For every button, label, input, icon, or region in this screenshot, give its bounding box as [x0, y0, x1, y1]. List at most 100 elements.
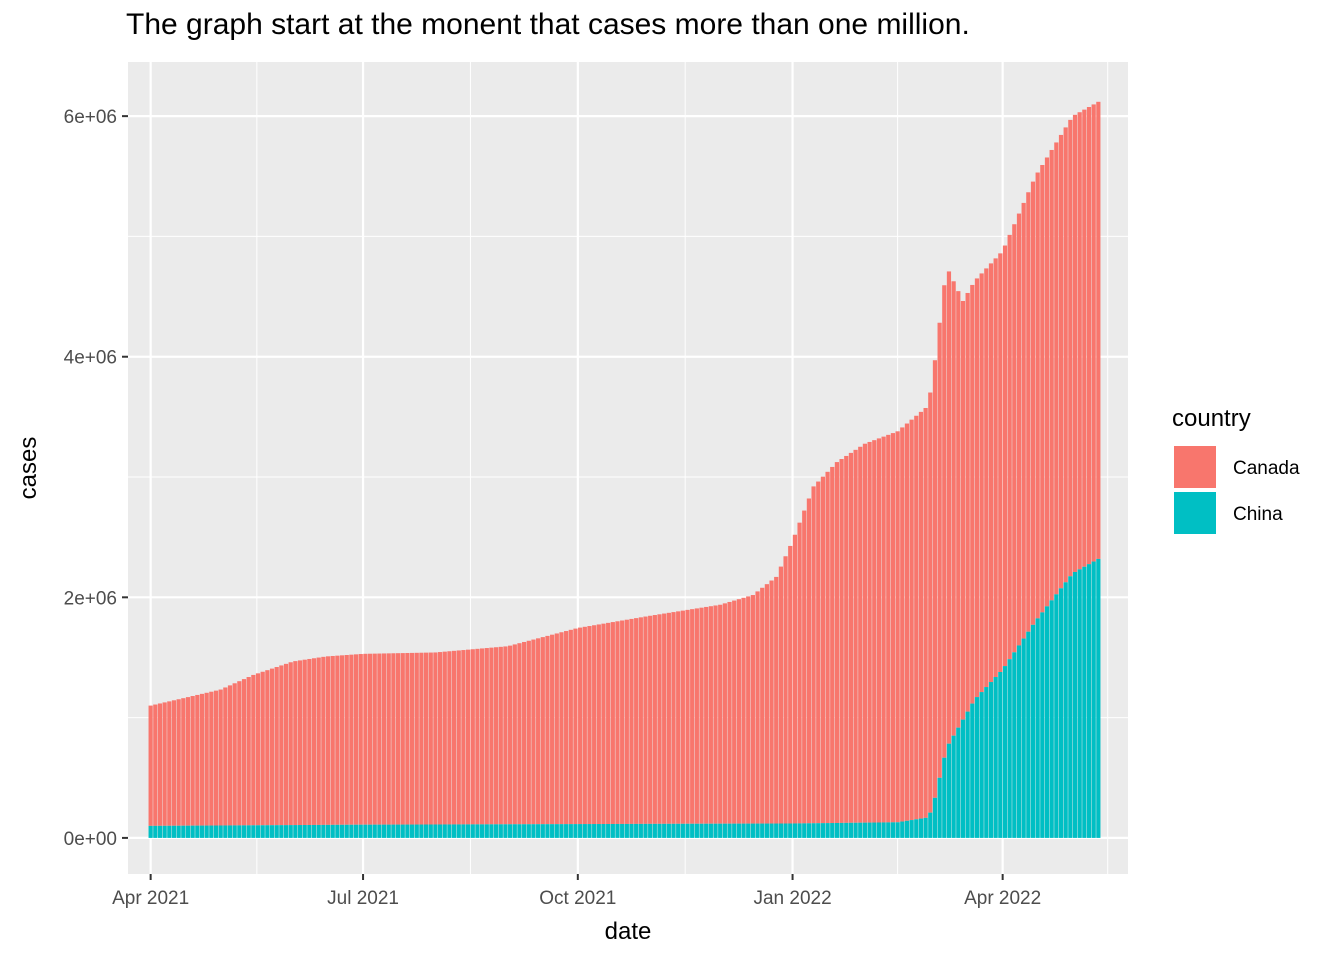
bar-canada — [204, 692, 209, 826]
bar-china — [209, 825, 214, 838]
bar-china — [171, 825, 177, 838]
bar-china — [480, 824, 485, 838]
bar-canada — [820, 476, 826, 824]
bar-canada — [503, 646, 508, 825]
chart-title: The graph start at the monent that cases… — [126, 8, 970, 41]
bar-china — [951, 735, 956, 838]
bar-canada — [195, 694, 200, 826]
bar-canada — [1035, 172, 1040, 619]
bar-canada — [447, 651, 452, 825]
bar-china — [274, 825, 279, 838]
bar-canada — [797, 522, 802, 824]
bar-canada — [223, 687, 228, 826]
bar-china — [536, 824, 541, 838]
bar-china — [353, 824, 359, 838]
bar-china — [1026, 631, 1031, 838]
x-tick-label: Apr 2022 — [964, 888, 1041, 909]
bar-canada — [1012, 224, 1017, 653]
bar-china — [1082, 566, 1087, 838]
bar-canada — [862, 443, 868, 823]
bar-china — [802, 823, 807, 838]
bar-canada — [867, 441, 872, 823]
bar-canada — [456, 650, 461, 825]
bar-china — [774, 823, 779, 838]
bar-canada — [288, 662, 293, 826]
bar-china — [858, 822, 863, 838]
bar-china — [1054, 594, 1059, 838]
bar-canada — [676, 611, 681, 824]
bar-canada — [353, 654, 359, 825]
bar-china — [405, 824, 410, 838]
bar-canada — [895, 431, 900, 823]
bar-canada — [199, 693, 205, 826]
bar-canada — [582, 626, 587, 825]
bar-canada — [269, 668, 275, 826]
bar-china — [984, 687, 989, 838]
bar-canada — [522, 641, 527, 825]
bar-china — [1044, 606, 1050, 838]
bar-china — [195, 825, 200, 838]
bar-china — [736, 823, 741, 838]
bar-canada — [414, 652, 419, 825]
bar-china — [886, 822, 891, 838]
bar-china — [367, 824, 373, 838]
bar-canada — [839, 459, 844, 823]
bar-china — [414, 824, 419, 838]
bar-canada — [928, 392, 933, 813]
legend-label-china: China — [1233, 504, 1283, 525]
bar-china — [895, 822, 900, 838]
bar-canada — [620, 620, 625, 824]
bar-china — [204, 825, 209, 838]
bar-china — [349, 824, 354, 838]
bar-china — [419, 824, 424, 838]
bar-china — [227, 825, 233, 838]
bar-canada — [232, 683, 237, 826]
bar-china — [615, 823, 620, 838]
bar-china — [461, 824, 466, 838]
legend-title: country — [1172, 405, 1251, 432]
bar-china — [652, 823, 657, 838]
bar-canada — [783, 556, 788, 824]
bar-canada — [363, 653, 368, 825]
bar-china — [704, 823, 709, 838]
bar-canada — [265, 670, 270, 826]
bar-canada — [190, 696, 195, 826]
bar-china — [890, 822, 896, 838]
bar-canada — [237, 681, 242, 826]
bar-canada — [531, 639, 536, 825]
bar-china — [522, 824, 527, 838]
bar-china — [241, 825, 247, 838]
bar-canada — [890, 433, 896, 823]
bar-china — [783, 823, 788, 838]
bar-canada — [213, 690, 219, 826]
bar-china — [1091, 561, 1096, 838]
bar-canada — [853, 449, 858, 823]
bar-china — [918, 818, 924, 838]
bar-canada — [517, 643, 522, 825]
bar-china — [148, 825, 153, 838]
bar-china — [260, 825, 265, 838]
bar-china — [181, 825, 186, 838]
bar-china — [372, 824, 377, 838]
bar-china — [400, 824, 405, 838]
bar-canada — [255, 673, 261, 826]
bar-china — [923, 817, 928, 838]
bar-canada — [760, 587, 765, 824]
bar-china — [1072, 571, 1078, 838]
bar-canada — [872, 440, 877, 823]
bar-china — [606, 823, 611, 838]
bar-china — [540, 824, 545, 838]
bar-china — [311, 824, 317, 838]
bar-china — [325, 824, 331, 838]
bar-china — [797, 823, 802, 838]
bar-canada — [937, 322, 942, 778]
bar-canada — [970, 284, 975, 704]
bar-china — [708, 823, 713, 838]
bar-canada — [774, 576, 779, 824]
bar-china — [634, 823, 639, 838]
bar-canada — [755, 591, 760, 824]
bar-canada — [153, 704, 158, 826]
bar-china — [199, 825, 205, 838]
bar-china — [269, 825, 275, 838]
